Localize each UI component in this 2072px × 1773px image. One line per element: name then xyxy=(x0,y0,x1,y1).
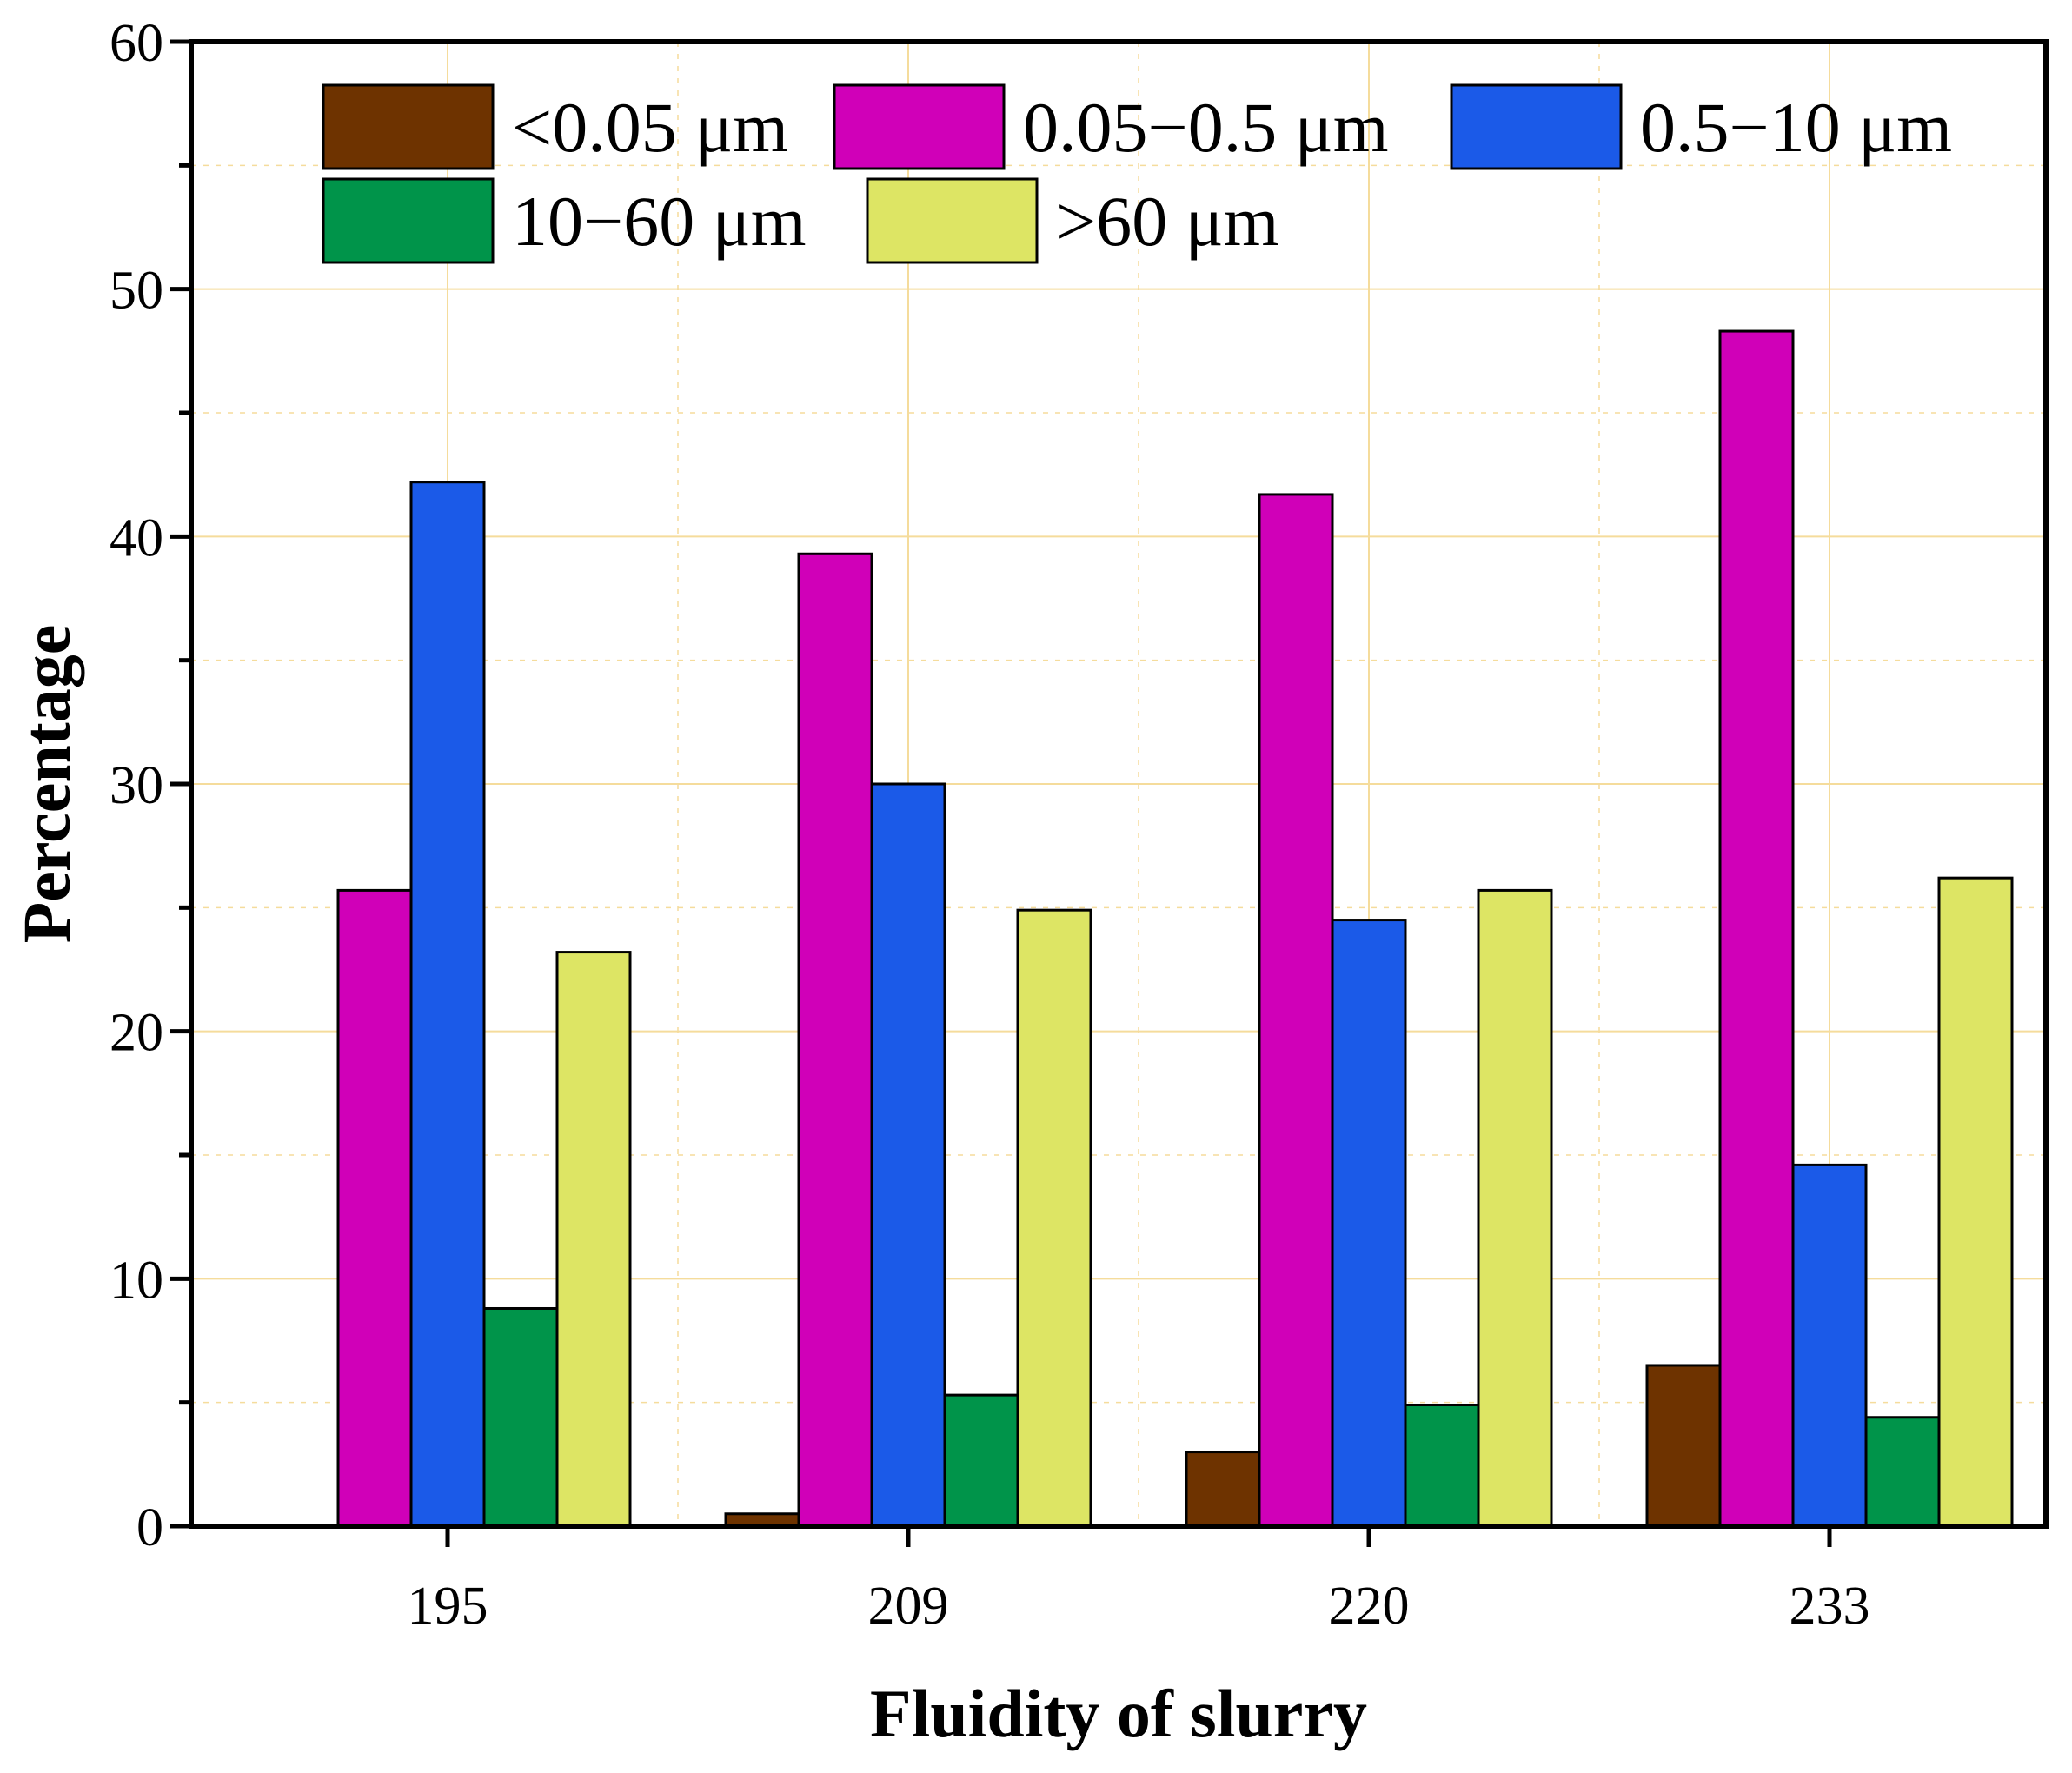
axes: 0 10 20 30 40 50 60 195 209 220 233 xyxy=(110,14,1870,1636)
legend-label-4: >60 μm xyxy=(1056,182,1279,261)
bar-209-series-3 xyxy=(943,1393,1019,1528)
x-tick-label: 209 xyxy=(868,1577,949,1636)
legend-swatch-2 xyxy=(1450,83,1623,170)
bar-220-series-3 xyxy=(1404,1404,1480,1528)
legend: <0.05 μm 0.05−0.5 μm 0.5−10 μm 10−60 μm >60 … xyxy=(322,83,1952,264)
y-axis-title: Percentage xyxy=(9,625,84,944)
bar-220-series-0 xyxy=(1185,1451,1261,1528)
bar-209-series-2 xyxy=(870,782,946,1528)
bar-195-series-4 xyxy=(555,951,632,1528)
bars xyxy=(336,329,2014,1528)
y-tick-label: 50 xyxy=(110,262,163,321)
y-tick-label: 0 xyxy=(136,1498,163,1557)
legend-swatch-3 xyxy=(322,177,495,264)
y-tick-label: 40 xyxy=(110,508,163,568)
bar-195-series-3 xyxy=(482,1306,559,1528)
bar-220-series-2 xyxy=(1331,919,1407,1528)
x-tick-label: 233 xyxy=(1790,1577,1870,1636)
bar-233-series-2 xyxy=(1791,1163,1868,1528)
bar-233-series-3 xyxy=(1864,1416,1941,1528)
y-tick-label: 20 xyxy=(110,1004,163,1063)
y-tick-label: 60 xyxy=(110,14,163,73)
bar-209-series-1 xyxy=(797,552,873,1528)
bar-195-series-2 xyxy=(409,481,486,1528)
legend-swatch-4 xyxy=(866,177,1039,264)
legend-label-1: 0.05−0.5 μm xyxy=(1023,88,1389,167)
legend-swatch-0 xyxy=(322,83,495,170)
legend-label-2: 0.5−10 μm xyxy=(1640,88,1952,167)
bar-233-series-0 xyxy=(1645,1364,1722,1528)
legend-swatch-1 xyxy=(833,83,1006,170)
x-tick-label: 195 xyxy=(408,1577,488,1636)
bar-195-series-1 xyxy=(336,888,413,1528)
y-tick-label: 10 xyxy=(110,1251,163,1310)
legend-label-0: <0.05 μm xyxy=(512,88,788,167)
x-tick-label: 220 xyxy=(1329,1577,1410,1636)
x-axis-title: Fluidity of slurry xyxy=(870,1676,1367,1751)
gridlines xyxy=(191,42,2046,1526)
y-tick-label: 30 xyxy=(110,756,163,815)
legend-label-3: 10−60 μm xyxy=(512,182,807,261)
bar-220-series-4 xyxy=(1477,888,1553,1528)
bar-233-series-4 xyxy=(1937,876,2014,1528)
bar-209-series-4 xyxy=(1016,908,1092,1528)
bar-233-series-1 xyxy=(1718,329,1795,1528)
bar-220-series-1 xyxy=(1258,493,1334,1528)
